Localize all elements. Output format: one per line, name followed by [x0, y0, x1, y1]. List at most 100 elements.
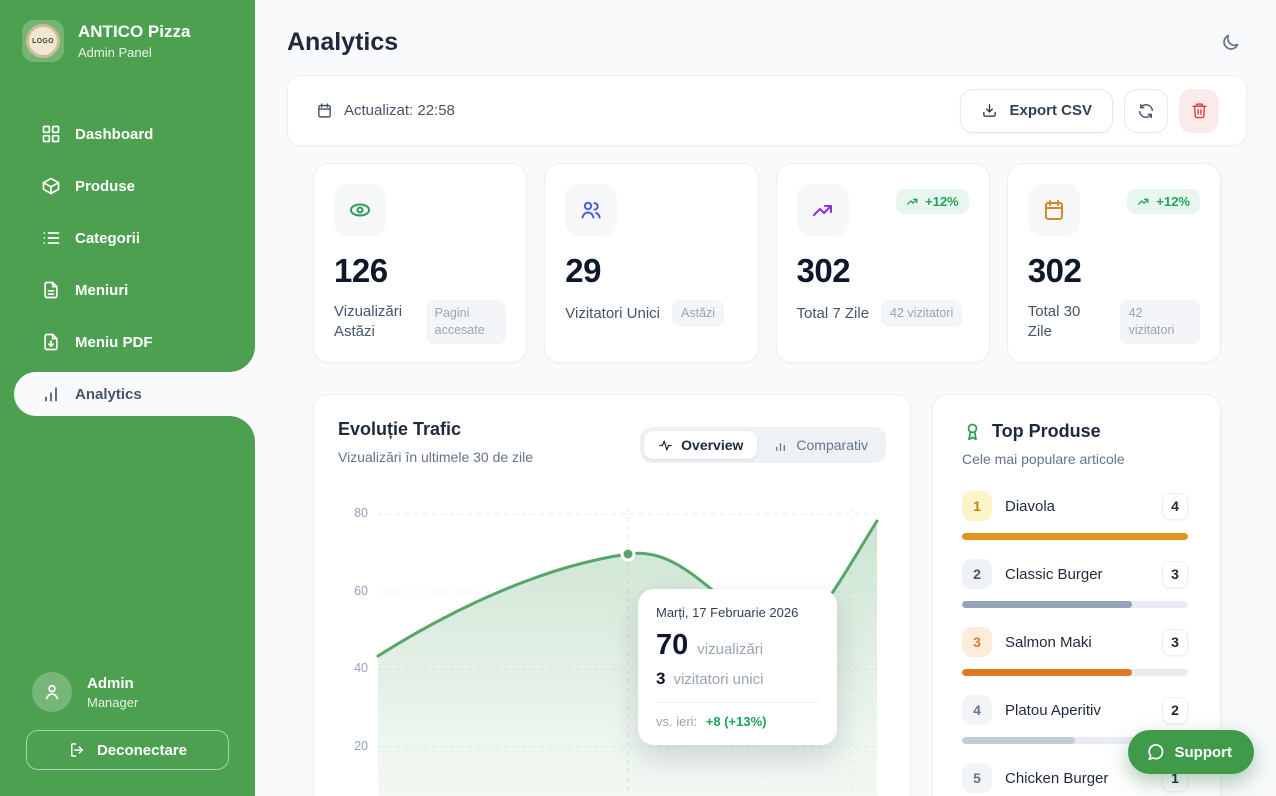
stats-row: 126 Vizualizări Astăzi Pagini accesate 2…	[313, 163, 1221, 363]
trend-value: +12%	[925, 194, 959, 209]
tab-overview[interactable]: Overview	[644, 431, 758, 459]
dashboard-icon	[41, 124, 61, 144]
sidebar-item-dashboard[interactable]: Dashboard	[0, 112, 255, 156]
stat-label: Total 7 Zile	[796, 304, 870, 322]
progress-fill	[962, 601, 1132, 608]
sidebar-item-label: Meniu PDF	[75, 333, 153, 351]
page-header: Analytics	[287, 22, 1247, 62]
tab-comparativ[interactable]: Comparativ	[759, 431, 882, 459]
chart-tabs: Overview Comparativ	[640, 427, 886, 463]
export-csv-label: Export CSV	[1009, 102, 1092, 119]
app-header: LOGO ANTICO Pizza Admin Panel	[0, 0, 255, 80]
updated-status: Actualizat: 22:58	[316, 102, 455, 119]
user-role: Manager	[87, 694, 139, 710]
traffic-chart-card: Evoluție Trafic Vizualizări în ultimele …	[313, 394, 911, 796]
app-logo: LOGO	[22, 20, 64, 62]
tooltip-unique-value: 3	[656, 669, 666, 688]
stat-value: 302	[796, 252, 851, 289]
y-axis-tick: 20	[354, 739, 368, 753]
stat-value: 302	[1027, 252, 1082, 289]
export-csv-button[interactable]: Export CSV	[960, 88, 1113, 133]
y-axis-tick: 60	[354, 584, 368, 598]
refresh-icon	[1137, 102, 1155, 120]
stat-value: 126	[334, 252, 388, 289]
tab-label: Comparativ	[796, 437, 868, 453]
trend-badge: +12%	[1127, 189, 1200, 214]
moon-icon	[1220, 32, 1241, 53]
chart-title: Evoluție Trafic	[338, 419, 462, 439]
y-axis-tick: 40	[354, 661, 368, 675]
stat-value: 29	[565, 252, 601, 289]
sidebar-item-analytics[interactable]: Analytics	[14, 346, 255, 442]
trend-badge: +12%	[896, 189, 969, 214]
updated-label: Actualizat: 22:58	[344, 102, 455, 119]
top-products-subtitle: Cele mai populare articole	[962, 451, 1125, 467]
product-name: Classic Burger	[1005, 565, 1103, 583]
stat-badge: 42 vizitatori	[881, 300, 963, 327]
stat-label: Vizitatori Unici	[565, 304, 661, 322]
product-name: Platou Aperitiv	[1005, 701, 1101, 719]
support-button[interactable]: Support	[1127, 730, 1254, 774]
sidebar-item-label: Analytics	[75, 385, 142, 403]
trash-icon	[1191, 102, 1208, 119]
package-icon	[41, 176, 61, 196]
stat-badge: 42 vizitatori	[1119, 300, 1200, 344]
toolbar: Actualizat: 22:58 Export CSV	[287, 75, 1247, 146]
sidebar-item-meniu-pdf[interactable]: Meniu PDF	[0, 320, 255, 364]
sidebar-item-label: Meniuri	[75, 281, 129, 299]
y-axis-tick: 80	[354, 506, 368, 520]
avatar	[32, 672, 72, 712]
sidebar-item-label: Categorii	[75, 229, 141, 247]
trend-value: +12%	[1156, 194, 1190, 209]
stat-badge: Pagini accesate	[425, 300, 507, 344]
stat-card-total-7-days: +12% 302 Total 7 Zile 42 vizitatori	[775, 163, 990, 363]
tooltip-vs-label: vs. ieri:	[656, 714, 698, 729]
refresh-button[interactable]	[1124, 88, 1168, 133]
logout-icon	[68, 741, 86, 759]
user-row: Admin Manager	[26, 672, 229, 712]
trending-up-icon	[1137, 195, 1150, 208]
product-item[interactable]: 4 Platou Aperitiv 2	[962, 695, 1188, 744]
download-icon	[981, 102, 998, 119]
tooltip-views-label: vizualizări	[697, 641, 764, 658]
sidebar-item-meniuri[interactable]: Meniuri	[0, 268, 255, 312]
page-title: Analytics	[287, 27, 399, 56]
hovered-data-point	[620, 546, 636, 562]
top-products-list: 1 Diavola 4 2 Classic Burger 3	[962, 491, 1188, 796]
product-item[interactable]: 3 Salmon Maki 3	[962, 627, 1188, 676]
trending-up-icon	[906, 195, 919, 208]
rank-badge: 1	[962, 491, 992, 521]
main-content: Analytics Actualizat: 22:58 Export CSV	[255, 0, 1276, 796]
active-corner-bottom	[229, 416, 255, 442]
app-subtitle: Admin Panel	[78, 45, 152, 60]
list-icon	[41, 228, 61, 248]
product-item[interactable]: 2 Classic Burger 3	[962, 559, 1188, 608]
sidebar-item-label: Produse	[75, 177, 136, 195]
rank-badge: 4	[962, 695, 992, 725]
chart-tooltip: Marți, 17 Februarie 2026 70 vizualizări …	[638, 589, 837, 745]
file-download-icon	[41, 332, 61, 352]
logout-label: Deconectare	[96, 741, 188, 759]
support-label: Support	[1174, 743, 1233, 761]
progress-track	[962, 533, 1188, 540]
chart-subtitle: Vizualizări în ultimele 30 de zile	[338, 449, 534, 465]
product-count: 3	[1162, 628, 1188, 656]
progress-fill	[962, 533, 1188, 540]
calendar-icon	[1027, 184, 1080, 236]
progress-fill	[962, 737, 1075, 744]
rank-badge: 2	[962, 559, 992, 589]
tooltip-date: Marți, 17 Februarie 2026	[656, 605, 799, 620]
stat-label: Vizualizări Astăzi	[334, 303, 403, 340]
delete-button[interactable]	[1179, 88, 1219, 133]
rank-badge: 5	[962, 763, 992, 793]
eye-icon	[334, 184, 386, 236]
top-products-card: Top Produse Cele mai populare articole 1…	[932, 394, 1221, 796]
logo-emblem: LOGO	[26, 24, 60, 58]
logout-button[interactable]: Deconectare	[26, 730, 229, 770]
file-text-icon	[41, 280, 61, 300]
theme-toggle-button[interactable]	[1214, 26, 1247, 59]
calendar-icon	[316, 102, 333, 119]
product-item[interactable]: 1 Diavola 4	[962, 491, 1188, 540]
sidebar-item-produse[interactable]: Produse	[0, 164, 255, 208]
sidebar-item-categorii[interactable]: Categorii	[0, 216, 255, 260]
